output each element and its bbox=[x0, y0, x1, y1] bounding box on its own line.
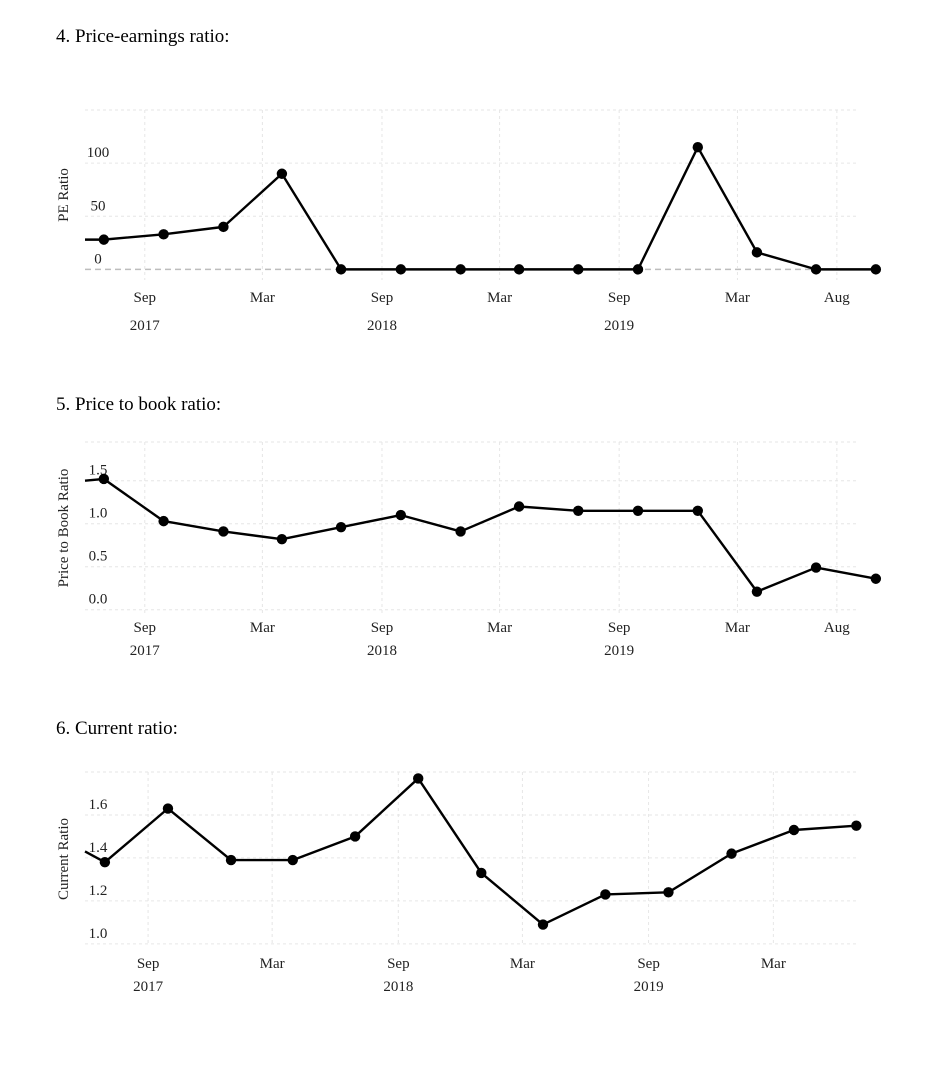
cr-y-axis-title: Current Ratio bbox=[56, 818, 72, 900]
pb-data-point bbox=[692, 505, 703, 516]
pb-ytick-label: 1.0 bbox=[89, 506, 108, 522]
cr-data-point bbox=[726, 848, 737, 859]
pe-data-point bbox=[276, 168, 288, 179]
cr-xtick-year: 2017 bbox=[133, 979, 164, 995]
pb-series-line bbox=[84, 477, 877, 593]
pb-data-point bbox=[158, 515, 169, 527]
pb-data-point bbox=[810, 562, 822, 573]
pe-ratio-chart: 0 50 100 PE Ratio Sep 2017 Mar Sep 2018 Mar Sep 201… bbox=[56, 109, 882, 334]
cr-data-point bbox=[600, 889, 611, 900]
pe-data-point bbox=[692, 141, 703, 153]
cr-xtick-month: Sep bbox=[637, 956, 660, 972]
pb-xtick-month: Sep bbox=[371, 620, 394, 636]
cr-ytick-label: 1.0 bbox=[89, 926, 108, 942]
pe-data-point bbox=[395, 264, 407, 275]
cr-data-point bbox=[99, 857, 111, 868]
cr-series-line bbox=[84, 777, 857, 926]
pe-data-point bbox=[810, 264, 822, 275]
pe-xtick-month: Sep bbox=[371, 290, 394, 306]
pb-xtick-month: Sep bbox=[608, 620, 631, 636]
cr-data-point bbox=[788, 824, 800, 836]
pe-xtick-month: Sep bbox=[608, 290, 631, 306]
cr-data-point bbox=[537, 919, 549, 930]
cr-ytick-label: 1.4 bbox=[89, 840, 108, 856]
pe-data-point bbox=[870, 264, 882, 275]
cr-xtick-month: Mar bbox=[761, 956, 786, 972]
cr-xtick-year: 2019 bbox=[634, 979, 664, 995]
pb-data-point bbox=[513, 501, 525, 512]
pb-data-point bbox=[870, 573, 882, 584]
cr-data-point bbox=[162, 803, 174, 814]
pb-xtick-year: 2019 bbox=[604, 643, 634, 659]
pb-data-point bbox=[455, 526, 466, 537]
cr-xtick-year: 2018 bbox=[383, 979, 413, 995]
section-heading-pe: 4. Price-earnings ratio: bbox=[56, 26, 230, 47]
pb-xtick-year: 2018 bbox=[367, 643, 397, 659]
pb-xtick-year: 2017 bbox=[130, 643, 161, 659]
pb-data-point bbox=[751, 586, 763, 597]
cr-xtick-month: Mar bbox=[510, 956, 535, 972]
pb-data-point bbox=[276, 533, 288, 545]
pb-data-point bbox=[632, 505, 644, 516]
pb-xtick-month: Sep bbox=[134, 620, 157, 636]
cr-data-point bbox=[287, 854, 298, 866]
pb-data-point bbox=[395, 509, 407, 521]
pb-data-point bbox=[98, 473, 110, 485]
pe-data-point bbox=[218, 221, 229, 233]
current-ratio-chart: 1.0 1.2 1.4 1.6 Current Ratio Sep 2017 Mar Sep 20… bbox=[56, 771, 862, 995]
cr-data-point bbox=[349, 831, 361, 842]
pe-data-point bbox=[98, 234, 110, 245]
cr-ytick-label: 1.6 bbox=[89, 797, 108, 813]
pb-ytick-label: 0.5 bbox=[89, 549, 108, 565]
pe-data-point bbox=[513, 264, 525, 275]
section-heading-pb: 5. Price to book ratio: bbox=[56, 394, 222, 415]
pb-y-axis-title: Price to Book Ratio bbox=[56, 469, 72, 588]
pb-xtick-month: Mar bbox=[250, 620, 275, 636]
cr-data-point bbox=[663, 887, 674, 898]
pb-xtick-month: Mar bbox=[725, 620, 750, 636]
pe-data-point bbox=[335, 264, 347, 275]
pe-xtick-month: Mar bbox=[725, 290, 750, 306]
section-heading-current: 6. Current ratio: bbox=[56, 718, 178, 739]
cr-data-point bbox=[851, 820, 862, 831]
pe-xtick-year: 2019 bbox=[604, 318, 634, 334]
pe-data-point bbox=[158, 229, 169, 240]
pe-xtick-year: 2017 bbox=[130, 318, 161, 334]
pe-xtick-year: 2018 bbox=[367, 318, 397, 334]
cr-xtick-month: Sep bbox=[137, 956, 160, 972]
pb-data-point bbox=[218, 526, 229, 537]
pe-ytick-label: 100 bbox=[87, 145, 110, 161]
pe-xtick-month: Mar bbox=[487, 290, 512, 306]
cr-data-point bbox=[476, 867, 487, 879]
pb-data-point bbox=[573, 505, 584, 516]
pe-xtick-month: Mar bbox=[250, 290, 275, 306]
pb-data-point bbox=[335, 521, 347, 533]
pb-ytick-label: 0.0 bbox=[89, 592, 108, 608]
pe-data-point bbox=[455, 264, 466, 275]
cr-xtick-month: Sep bbox=[387, 956, 410, 972]
cr-data-point bbox=[413, 773, 424, 784]
cr-data-point bbox=[225, 854, 237, 866]
pe-y-axis-title: PE Ratio bbox=[56, 168, 72, 222]
pe-xtick-month: Aug bbox=[824, 290, 850, 306]
pe-data-point bbox=[632, 264, 644, 275]
cr-ytick-label: 1.2 bbox=[89, 883, 108, 899]
cr-xtick-month: Mar bbox=[260, 956, 285, 972]
pe-xtick-month: Sep bbox=[134, 290, 157, 306]
pe-ytick-label: 0 bbox=[94, 251, 102, 267]
pe-data-point bbox=[751, 247, 763, 258]
pe-data-point bbox=[573, 264, 584, 275]
pb-xtick-month: Aug bbox=[824, 620, 850, 636]
pe-ytick-label: 50 bbox=[91, 198, 106, 214]
pb-xtick-month: Mar bbox=[487, 620, 512, 636]
